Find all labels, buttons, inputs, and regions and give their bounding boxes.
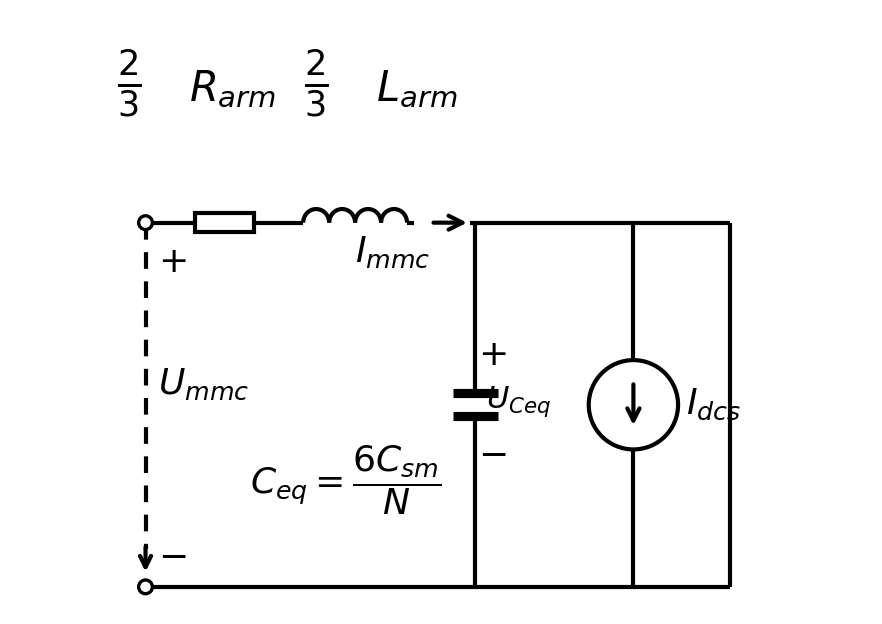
Text: $-$: $-$ [158,539,186,573]
Text: $I_{dcs}$: $I_{dcs}$ [686,387,742,422]
Circle shape [138,216,153,230]
Circle shape [589,360,678,449]
Text: $+$: $+$ [158,245,186,279]
Text: $+$: $+$ [478,338,507,373]
Text: $U_{Ceq}$: $U_{Ceq}$ [486,384,550,419]
Text: $\frac{2}{3}$: $\frac{2}{3}$ [303,47,328,119]
Text: $U_{mmc}$: $U_{mmc}$ [158,366,249,402]
Circle shape [138,580,153,593]
Text: $C_{eq}=\dfrac{6C_{sm}}{N}$: $C_{eq}=\dfrac{6C_{sm}}{N}$ [250,442,441,517]
Text: $\frac{2}{3}$: $\frac{2}{3}$ [116,47,141,119]
Text: $R_{arm}$: $R_{arm}$ [189,68,276,110]
Text: $I_{mmc}$: $I_{mmc}$ [355,235,430,270]
Bar [195,213,254,232]
Text: $-$: $-$ [478,437,507,471]
Text: $L_{arm}$: $L_{arm}$ [376,68,457,110]
